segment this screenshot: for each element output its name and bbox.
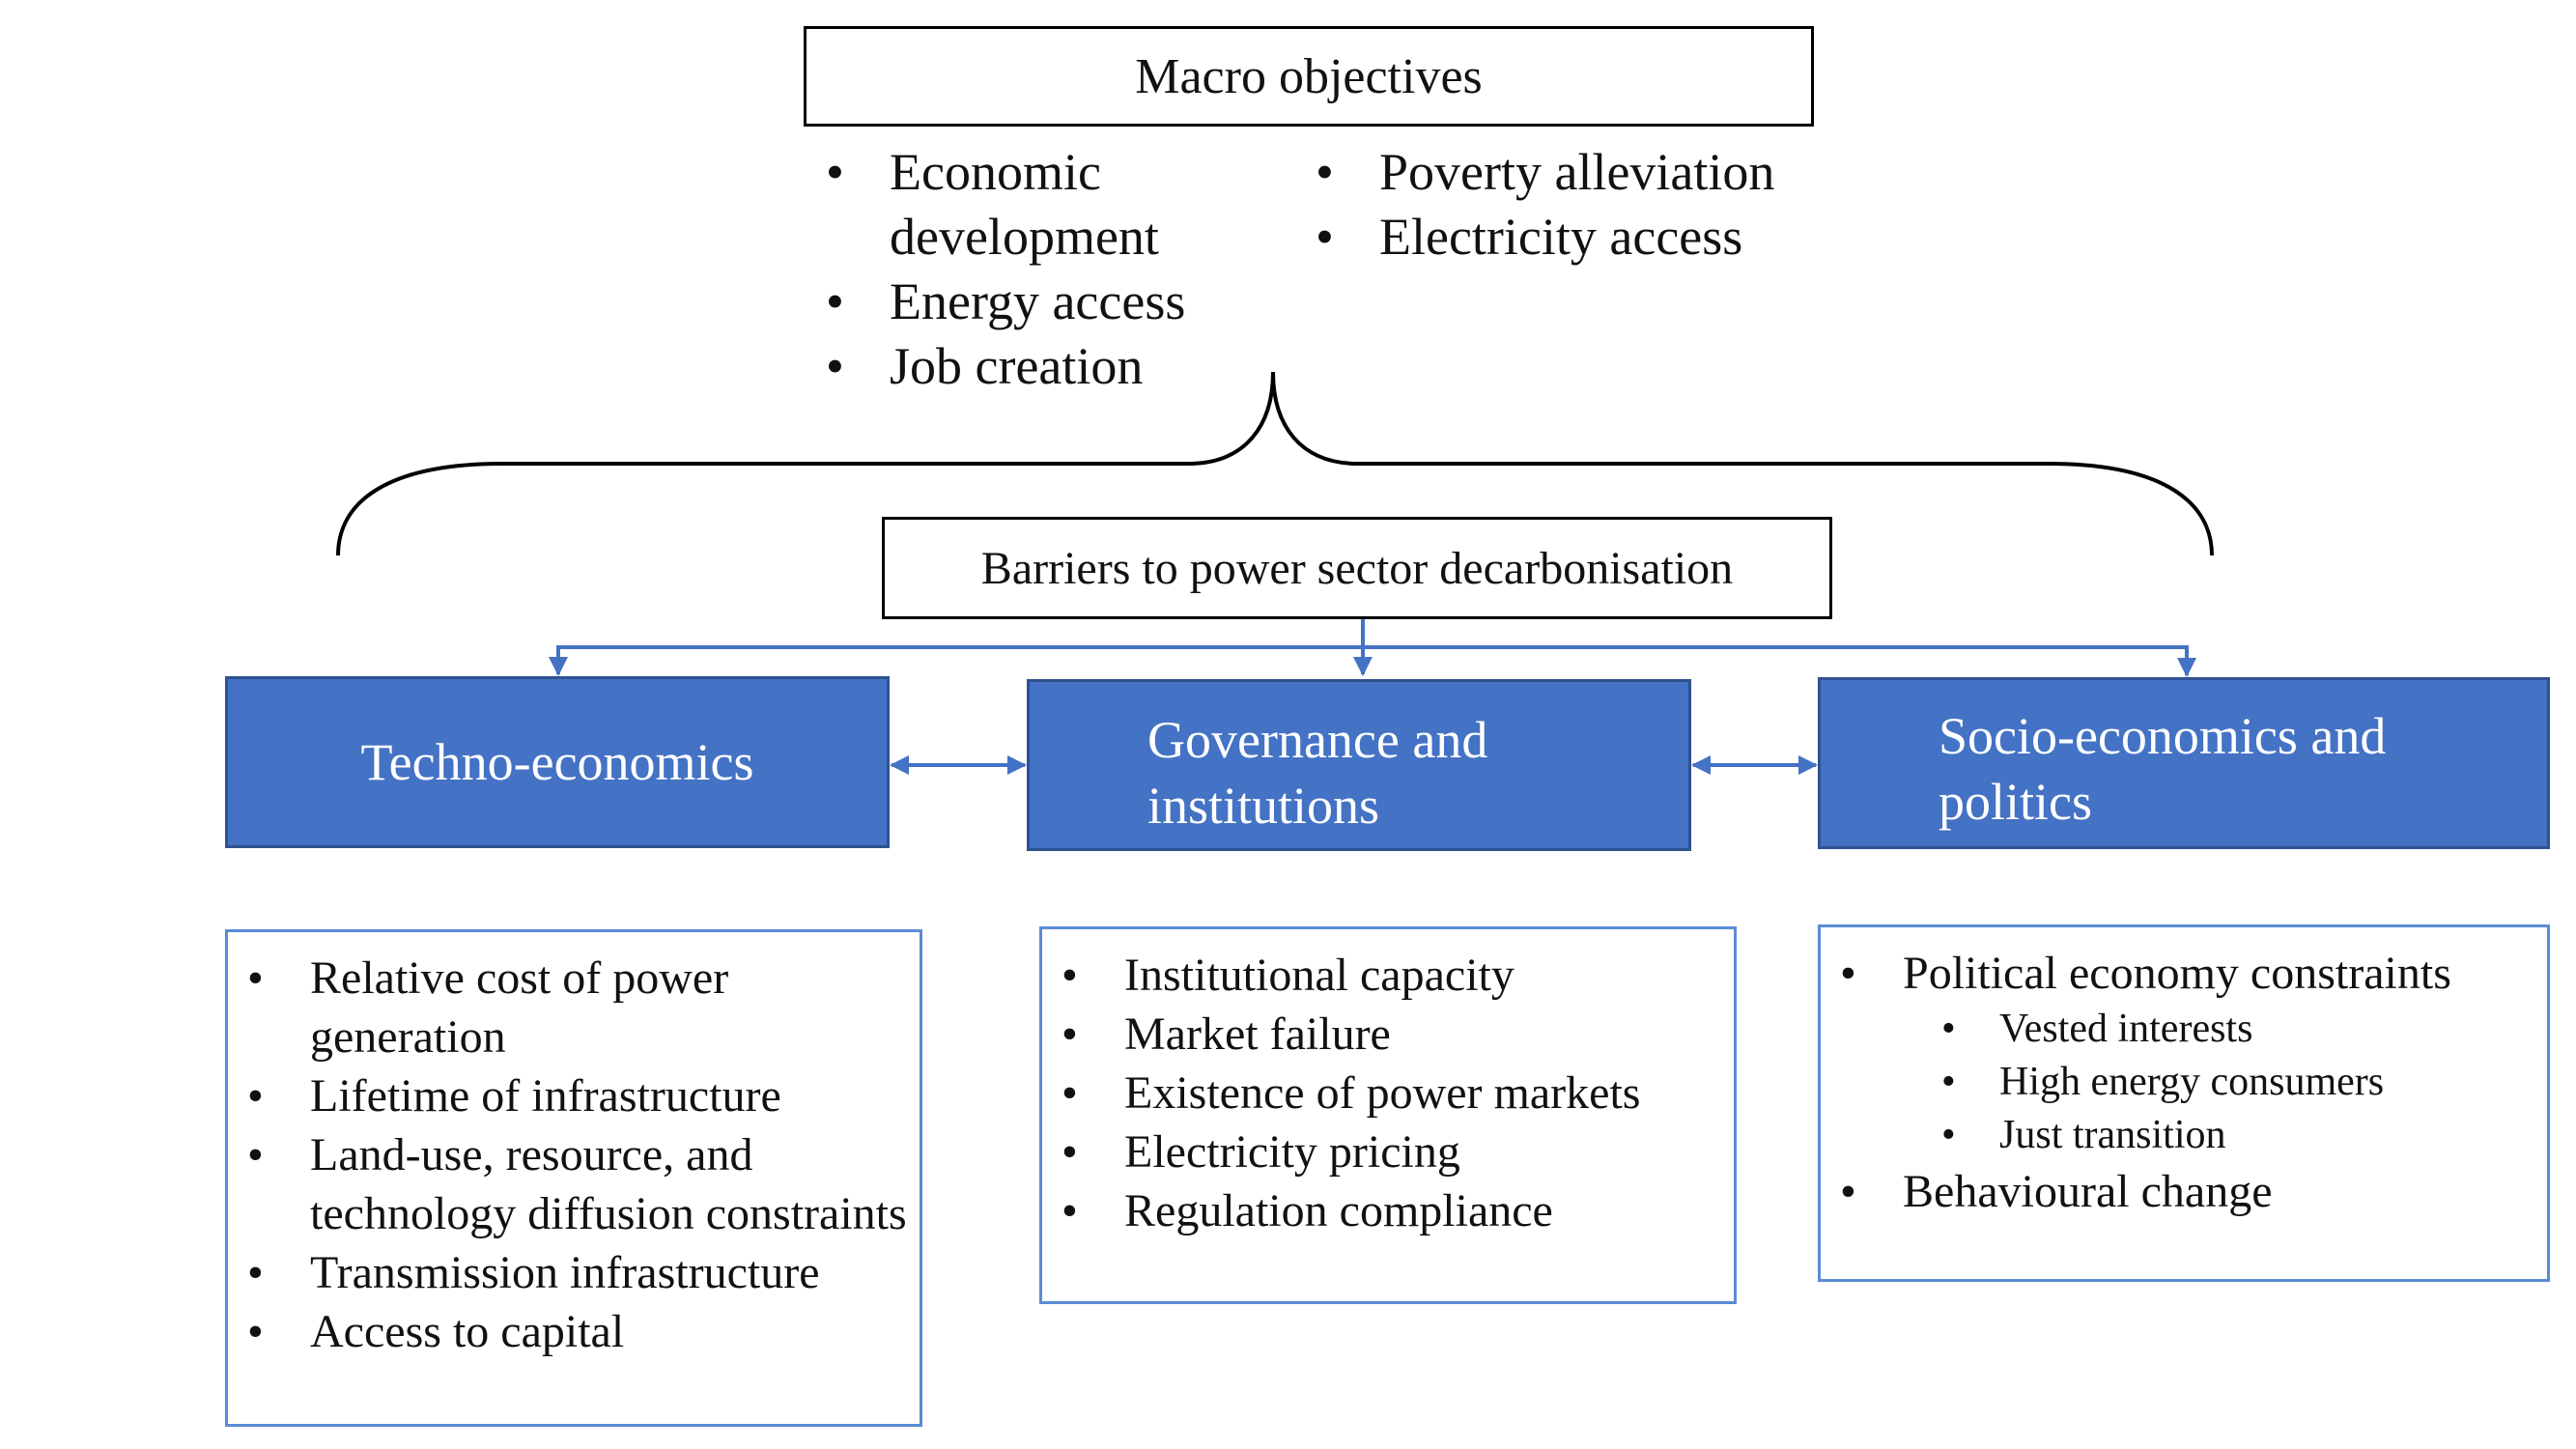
macro-item: Economic development [805,140,1307,270]
socio-economics-box: Socio-economics and politics [1818,677,2550,849]
macro-item: Electricity access [1294,205,1912,270]
detail-subitem: High energy consumers [1821,1056,2547,1109]
detail-item: Behavioural change [1821,1162,2547,1221]
macro-objectives-title: Macro objectives [1135,48,1483,104]
detail-item: Access to capital [228,1302,920,1361]
macro-item: Job creation [805,334,1307,399]
socio-economics-label: Socio-economics and politics [1939,707,2387,831]
barriers-title: Barriers to power sector decarbonisation [980,542,1734,594]
detail-item: Market failure [1042,1005,1734,1064]
governance-box: Governance and institutions [1027,679,1691,851]
detail-item: Land-use, resource, and technology diffu… [228,1125,920,1243]
macro-item: Poverty alleviation [1294,140,1912,205]
detail-item: Regulation compliance [1042,1181,1734,1240]
detail-item: Existence of power markets [1042,1064,1734,1122]
detail-subitem: Just transition [1821,1109,2547,1162]
detail-item: Relative cost of power generation [228,949,920,1066]
techno-economics-label: Techno-economics [360,733,754,791]
detail-item: Transmission infrastructure [228,1243,920,1302]
techno-economics-details: Relative cost of power generation Lifeti… [225,929,922,1427]
detail-item: Electricity pricing [1042,1122,1734,1181]
techno-economics-box: Techno-economics [225,676,890,848]
governance-label: Governance and institutions [1147,711,1488,835]
detail-item: Political economy constraints [1821,944,2547,1003]
macro-objectives-list-left: Economic development Energy access Job c… [805,140,1307,399]
socio-economics-details: Political economy constraints Vested int… [1818,924,2550,1282]
barriers-box: Barriers to power sector decarbonisation [882,517,1832,619]
macro-objectives-list-right: Poverty alleviation Electricity access [1294,140,1912,270]
governance-details: Institutional capacity Market failure Ex… [1039,926,1737,1304]
detail-item: Lifetime of infrastructure [228,1066,920,1125]
detail-subitem: Vested interests [1821,1003,2547,1056]
macro-objectives-box: Macro objectives [804,26,1814,127]
detail-item: Institutional capacity [1042,946,1734,1005]
macro-item: Energy access [805,270,1307,334]
